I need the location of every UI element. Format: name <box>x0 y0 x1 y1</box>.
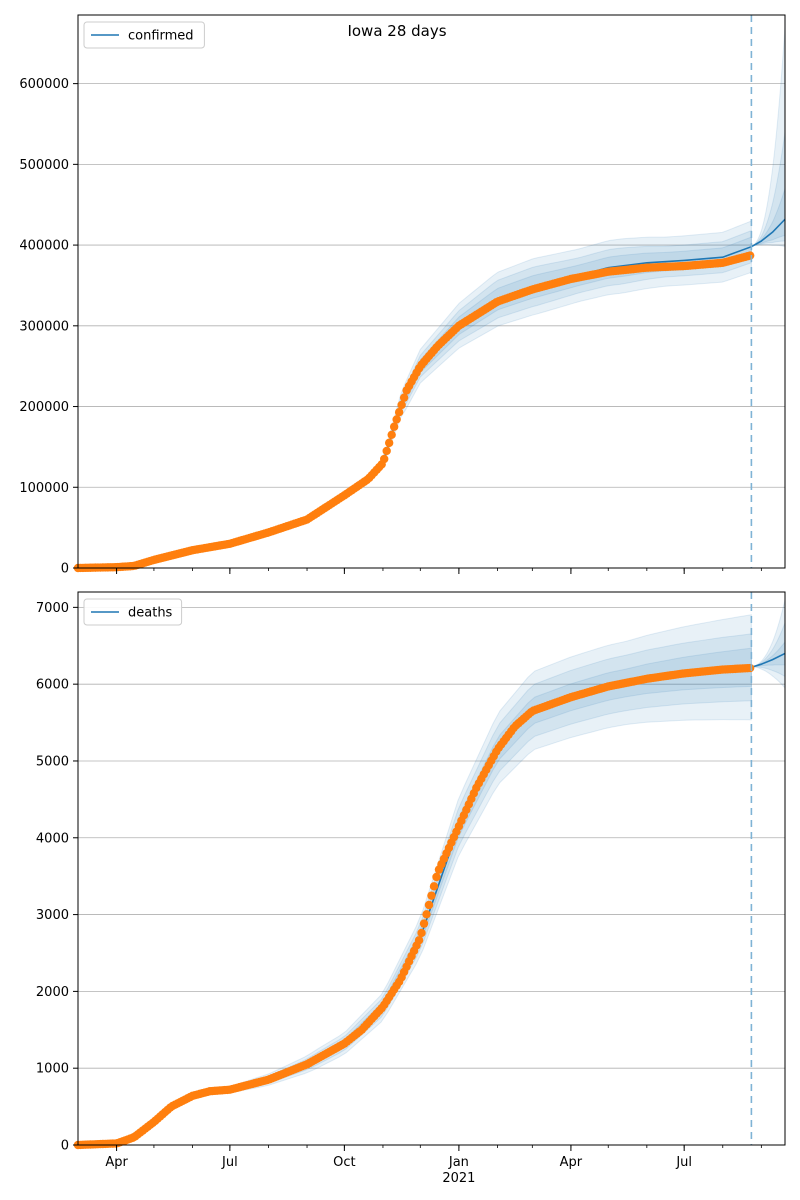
x-tick-label: Jul <box>221 1155 238 1170</box>
observed-points <box>73 251 755 573</box>
uncertainty-band <box>192 614 752 1098</box>
data-point <box>380 454 389 464</box>
data-point <box>745 663 755 673</box>
y-tick-label: 6000 <box>36 678 69 693</box>
legend-box <box>83 21 205 49</box>
data-point <box>394 407 404 417</box>
uncertainty-band <box>192 633 752 1097</box>
x-tick-label: Apr <box>560 1155 583 1170</box>
figure-title: Iowa 28 days <box>347 22 446 40</box>
legend-label: confirmed <box>128 29 194 44</box>
x-tick-label: Jul <box>675 1155 692 1170</box>
data-point <box>432 872 441 882</box>
data-point <box>414 936 424 945</box>
y-tick-label: 0 <box>61 1139 69 1154</box>
y-tick-label: 400000 <box>19 239 69 254</box>
data-point <box>429 882 439 891</box>
legend-box <box>83 598 183 626</box>
panel-deaths: 0 1000 2000 3000 4000 5000 6000 7000 Apr Jul Oct Ja… <box>36 591 786 1186</box>
data-point <box>392 415 401 424</box>
y-tick-label: 200000 <box>19 400 69 415</box>
data-point <box>387 430 396 439</box>
x-tick-label: Apr <box>105 1155 128 1170</box>
y-tick-label: 600000 <box>19 77 69 92</box>
y-tick-label: 4000 <box>36 831 69 846</box>
observed-points <box>73 663 755 1150</box>
x-tick-label: Jan <box>448 1155 469 1170</box>
y-tick-label: 7000 <box>36 601 69 616</box>
y-tick-label: 300000 <box>19 319 69 334</box>
data-point <box>745 251 755 260</box>
y-tick-label: 5000 <box>36 754 69 769</box>
y-tick-label: 0 <box>61 562 69 577</box>
panel-confirmed: 0 100000 200000 300000 400000 500000 600000 con… <box>19 14 786 577</box>
plot-frame <box>77 14 786 569</box>
data-point <box>417 928 426 938</box>
y-tick-label: 1000 <box>36 1062 69 1077</box>
x-tick-label: Oct <box>333 1155 355 1170</box>
plot-frame <box>77 591 786 1146</box>
y-tick-label: 100000 <box>19 481 69 496</box>
data-point <box>422 910 431 919</box>
legend-label: deaths <box>128 606 173 621</box>
data-point <box>399 393 409 402</box>
legend: confirmed <box>83 21 205 49</box>
data-point <box>424 900 434 910</box>
y-tick-label: 500000 <box>19 158 69 173</box>
data-point <box>382 446 391 456</box>
data-point <box>419 919 429 928</box>
data-point <box>384 438 394 448</box>
x-year-label: 2021 <box>442 1171 475 1186</box>
data-point <box>389 422 399 431</box>
legend: deaths <box>83 598 183 626</box>
y-tick-label: 3000 <box>36 908 69 923</box>
data-point <box>427 891 436 900</box>
data-point <box>397 400 406 410</box>
y-tick-label: 2000 <box>36 985 69 1000</box>
